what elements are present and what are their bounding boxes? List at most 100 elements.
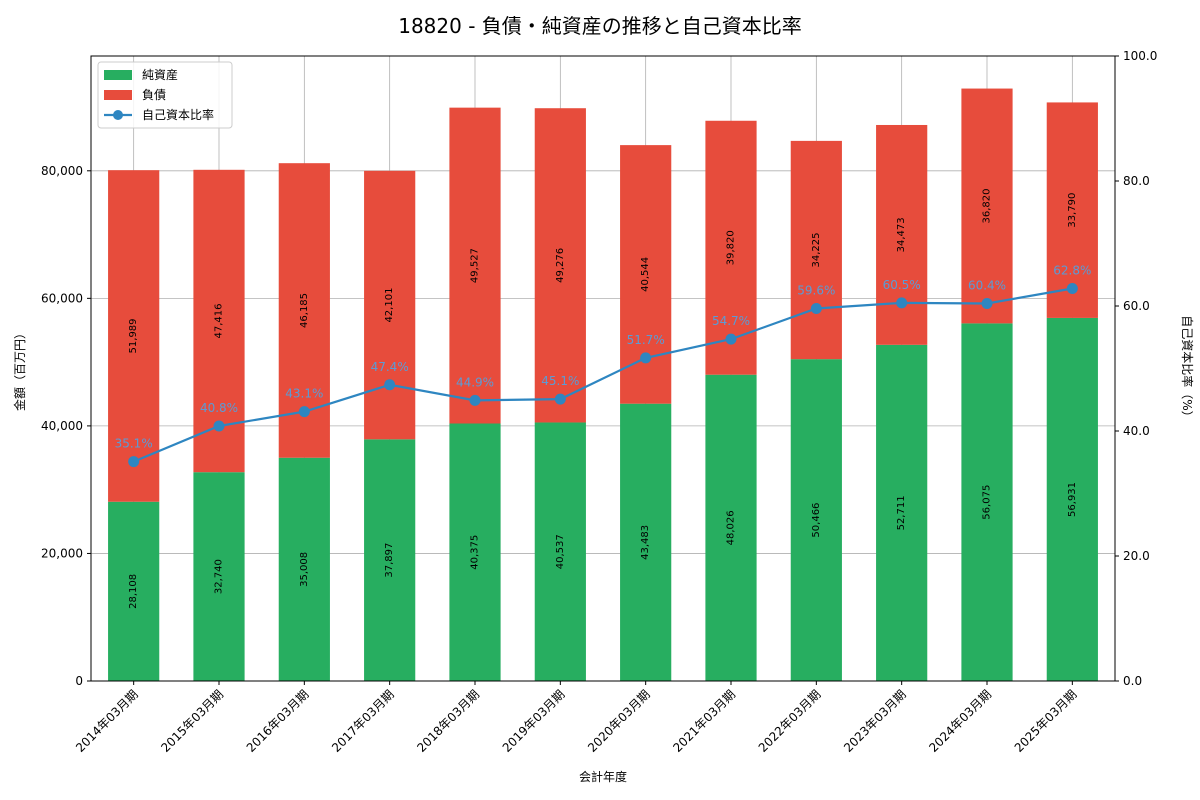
y2-axis-label: 自己資本比率（%）: [1180, 315, 1195, 422]
plot-frame: [90, 55, 1116, 682]
x-tick-label: 2022年03月期: [756, 687, 824, 755]
ratio-point-label: 47.4%: [371, 360, 409, 374]
chart-title: 18820 - 負債・純資産の推移と自己資本比率: [398, 14, 802, 38]
legend-marker-ratio: [113, 110, 123, 120]
bar-net-assets: [534, 422, 586, 681]
ratio-point: [725, 333, 737, 345]
y-tick-label: 20,000: [41, 546, 83, 560]
bar-label-net-assets: 56,075: [982, 485, 993, 520]
ratio-point-label: 43.1%: [285, 387, 323, 401]
legend-label-ratio: 自己資本比率: [142, 107, 214, 122]
ratio-point-label: 59.6%: [797, 284, 835, 298]
x-tick-label: 2020年03月期: [585, 687, 653, 755]
x-tick-label: 2017年03月期: [329, 687, 397, 755]
bar-label-net-assets: 35,008: [299, 552, 310, 587]
ratio-line-series: 35.1% 40.8% 43.1% 47.4% 44.9% 45.1% 51.7% 54.7%…: [115, 264, 1091, 468]
x-tick-label: 2019年03月期: [500, 687, 568, 755]
y-tick-label: 0: [75, 674, 83, 688]
bar-liabilities: [1046, 102, 1098, 318]
ratio-point-label: 44.9%: [456, 375, 494, 389]
x-tick-label: 2014年03月期: [73, 687, 141, 755]
bar-label-liabilities: 47,416: [214, 304, 225, 339]
bar-net-assets: [193, 472, 245, 681]
y2-tick-label: 80.0: [1123, 174, 1150, 188]
bar-liabilities: [961, 88, 1013, 324]
bar-liabilities: [790, 140, 842, 360]
bar-net-assets: [1046, 317, 1098, 681]
ratio-point-label: 45.1%: [541, 374, 579, 388]
bar-net-assets: [364, 439, 416, 681]
y-tick-label: 40,000: [41, 419, 83, 433]
bar-net-assets: [620, 403, 672, 681]
bar-net-assets: [876, 344, 928, 681]
ratio-point-label: 40.8%: [200, 401, 238, 415]
bar-label-net-assets: 50,466: [811, 503, 822, 538]
bar-label-net-assets: 32,740: [214, 559, 225, 594]
ratio-point-label: 35.1%: [115, 437, 153, 451]
bar-label-liabilities: 40,544: [640, 257, 651, 292]
ratio-point-label: 54.7%: [712, 314, 750, 328]
ratio-point-label: 51.7%: [627, 333, 665, 347]
y-axis-label: 金額（百万円）: [12, 327, 27, 411]
x-tick-label: 2025年03月期: [1012, 687, 1080, 755]
x-axis-label: 会計年度: [579, 769, 627, 784]
bar-label-liabilities: 51,989: [128, 318, 139, 353]
x-tick-label: 2023年03月期: [841, 687, 909, 755]
y-tick-label: 60,000: [41, 291, 83, 305]
bar-net-assets: [790, 359, 842, 681]
legend-swatch-liabilities: [104, 90, 132, 100]
bar-label-liabilities: 42,101: [384, 288, 395, 323]
bar-value-labels: 28,108 51,989 32,740 47,416 35,008 46,185 37,8…: [128, 188, 1078, 608]
x-tick-label: 2018年03月期: [414, 687, 482, 755]
bar-label-net-assets: 52,711: [896, 495, 907, 530]
ratio-point: [981, 298, 993, 309]
x-tick-label: 2021年03月期: [670, 687, 738, 755]
x-tick-label: 2016年03月期: [244, 687, 312, 755]
ratio-point-label: 60.5%: [883, 278, 921, 292]
bar-net-assets: [961, 323, 1013, 681]
bar-net-assets: [278, 457, 330, 681]
bar-label-net-assets: 40,375: [470, 535, 481, 570]
bar-label-liabilities: 36,820: [982, 188, 993, 223]
bar-label-net-assets: 40,537: [555, 534, 566, 569]
y2-tick-label: 40.0: [1123, 424, 1150, 438]
bar-liabilities: [449, 107, 501, 424]
ratio-point: [640, 352, 652, 364]
ratio-point-label: 62.8%: [1053, 264, 1091, 278]
ratio-point: [469, 394, 481, 406]
bar-liabilities: [108, 170, 160, 502]
bar-label-liabilities: 34,225: [811, 233, 822, 268]
bar-label-liabilities: 34,473: [896, 217, 907, 252]
y-tick-label: 80,000: [41, 164, 83, 178]
bar-label-liabilities: 49,527: [470, 248, 481, 283]
y2-tick-label: 20.0: [1123, 549, 1150, 563]
bar-label-net-assets: 43,483: [640, 525, 651, 560]
x-tick-label: 2024年03月期: [926, 687, 994, 755]
ratio-line: [133, 287, 1073, 463]
bar-label-net-assets: 56,931: [1067, 482, 1078, 517]
legend-label-net-assets: 純資産: [142, 67, 178, 82]
bar-liabilities: [534, 108, 586, 423]
bar-net-assets: [705, 374, 757, 681]
bar-label-net-assets: 37,897: [384, 543, 395, 578]
ratio-point: [298, 406, 310, 418]
ratio-point: [1066, 283, 1078, 294]
bar-series: [108, 88, 1098, 681]
bar-label-liabilities: 49,276: [555, 248, 566, 283]
ratio-point: [128, 456, 140, 468]
bar-net-assets: [108, 501, 160, 681]
ratio-point: [896, 297, 908, 309]
ratio-point: [213, 420, 225, 432]
bar-net-assets: [449, 423, 501, 681]
x-tick-label: 2015年03月期: [158, 687, 226, 755]
bar-liabilities: [364, 170, 416, 440]
y2-tick-label: 60.0: [1123, 299, 1150, 313]
bar-label-net-assets: 28,108: [128, 574, 139, 609]
y2-tick-label: 0.0: [1123, 674, 1142, 688]
y2-tick-label: 100.0: [1123, 49, 1157, 63]
legend-label-liabilities: 負債: [142, 87, 166, 102]
bar-label-liabilities: 39,820: [726, 230, 737, 265]
bar-label-liabilities: 46,185: [299, 293, 310, 328]
